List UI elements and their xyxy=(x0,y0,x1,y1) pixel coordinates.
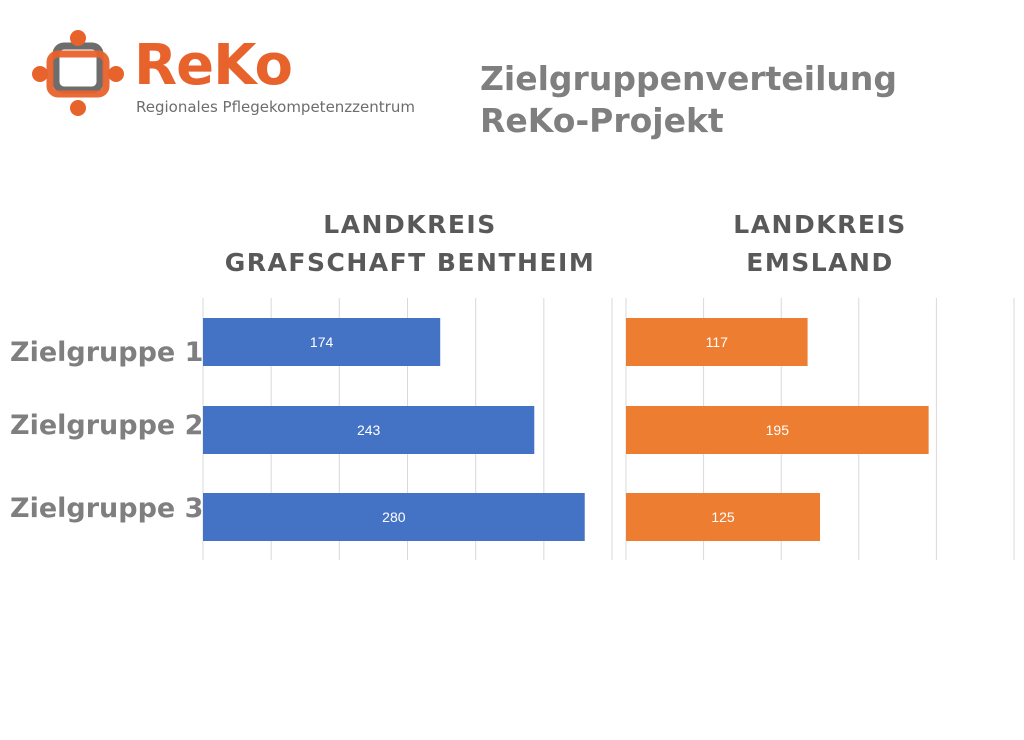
panel-title-bentheim-line-1: LANDKREIS xyxy=(323,210,497,239)
logo-wordmark: ReKo xyxy=(134,33,293,98)
bar-bentheim-2 xyxy=(203,406,535,454)
panel-title-emsland-line-2: EMSLAND xyxy=(746,248,894,277)
bar-value-label-bentheim-3: 280 xyxy=(382,509,406,525)
bar-value-label-bentheim-1: 174 xyxy=(310,334,334,350)
bar-bentheim-3 xyxy=(203,493,585,541)
reko-logo-icon xyxy=(32,30,124,116)
row-label-zielgruppe-3: Zielgruppe 3 xyxy=(10,493,204,524)
page-title-line-1: Zielgruppenverteilung xyxy=(480,59,897,98)
bar-emsland-1 xyxy=(626,318,808,366)
reko-logo: ReKo Regionales Pflegekompetenzzentrum xyxy=(30,28,415,123)
bar-emsland-3 xyxy=(626,493,820,541)
logo-subtitle: Regionales Pflegekompetenzzentrum xyxy=(136,98,415,116)
row-label-zielgruppe-1: Zielgruppe 1 xyxy=(10,337,204,368)
page-title: Zielgruppenverteilung ReKo-Projekt xyxy=(480,58,897,142)
bar-bentheim-1 xyxy=(203,318,441,366)
bar-value-label-bentheim-2: 243 xyxy=(357,422,381,438)
row-label-zielgruppe-2: Zielgruppe 2 xyxy=(10,410,204,441)
panel-title-bentheim-line-2: GRAFSCHAFT BENTHEIM xyxy=(224,248,596,277)
panel-title-emsland: LANDKREIS EMSLAND xyxy=(690,206,950,282)
bar-emsland-2 xyxy=(626,406,929,454)
panel-title-emsland-line-1: LANDKREIS xyxy=(733,210,907,239)
bar-value-label-emsland-2: 195 xyxy=(766,422,790,438)
bar-value-label-emsland-1: 117 xyxy=(706,334,729,350)
bar-value-label-emsland-3: 125 xyxy=(711,509,735,525)
page-title-line-2: ReKo-Projekt xyxy=(480,101,724,140)
panel-title-bentheim: LANDKREIS GRAFSCHAFT BENTHEIM xyxy=(200,206,620,282)
